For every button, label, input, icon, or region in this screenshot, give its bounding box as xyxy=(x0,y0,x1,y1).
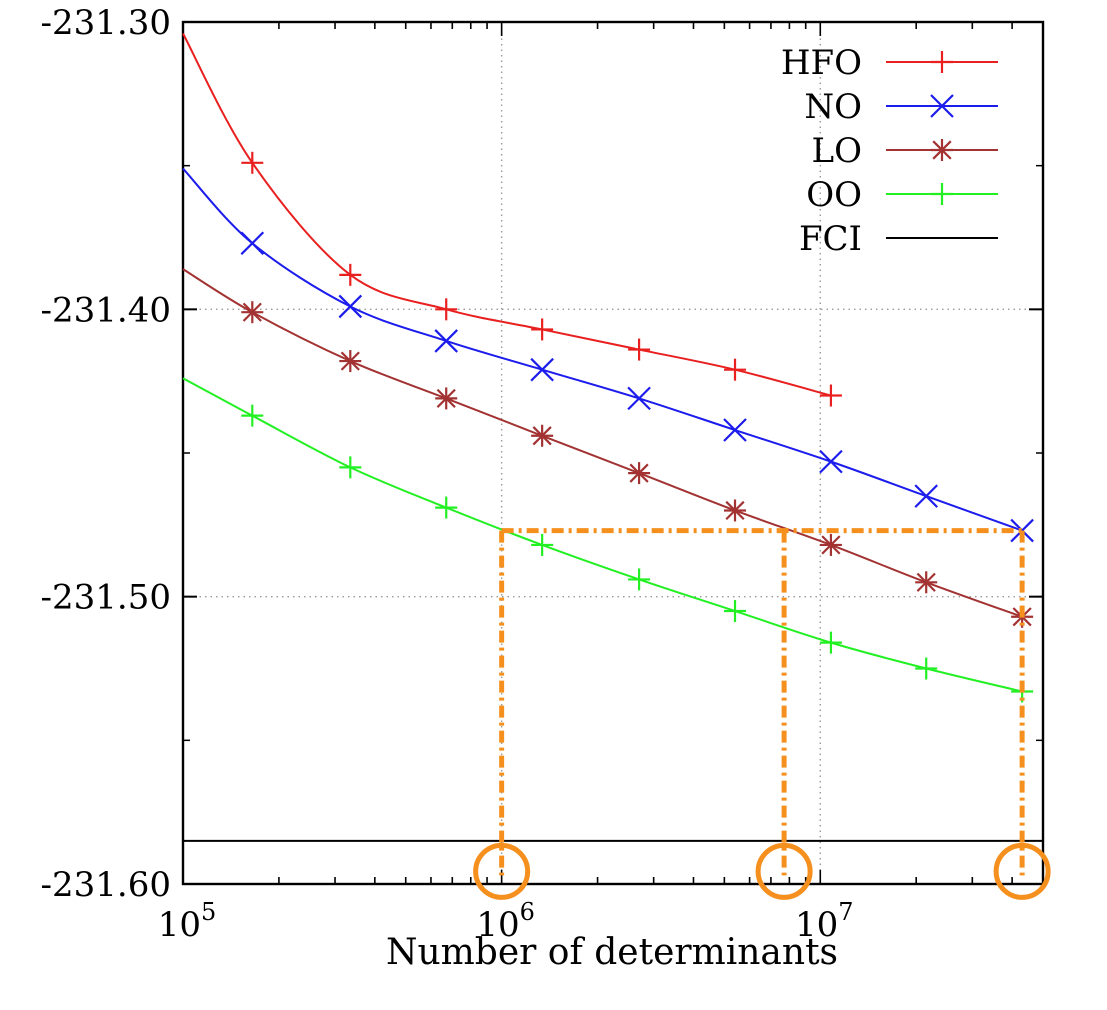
data-point-hfo xyxy=(628,338,651,361)
series-line-no xyxy=(182,167,1023,532)
marker-stroke xyxy=(532,426,552,446)
data-point-oo xyxy=(915,657,938,680)
marker-stroke xyxy=(627,386,651,411)
data-point-oo xyxy=(435,496,458,519)
data-point-lo xyxy=(241,301,264,324)
data-point-oo xyxy=(819,631,842,654)
data-point-lo xyxy=(628,462,651,485)
series-lines xyxy=(182,33,1043,842)
data-point-lo xyxy=(819,533,842,556)
marker-stroke xyxy=(930,94,954,118)
legend-marker-lo xyxy=(931,139,953,161)
data-point-lo xyxy=(339,350,362,373)
legend-label-hfo: HFO xyxy=(781,43,862,83)
annotation-circle xyxy=(993,842,1051,900)
marker-stroke xyxy=(338,294,363,319)
marker-stroke xyxy=(629,463,649,483)
marker-stroke xyxy=(240,231,265,256)
plot-frame xyxy=(181,20,1045,886)
legend-label-lo: LO xyxy=(812,131,862,171)
data-point-oo xyxy=(531,533,554,556)
data-point-hfo xyxy=(531,318,554,341)
marker-stroke xyxy=(821,535,841,555)
y-tick-label: -231.30 xyxy=(41,3,171,43)
marker-stroke xyxy=(916,572,936,592)
data-point-oo xyxy=(339,456,362,479)
data-point-no xyxy=(530,357,554,382)
marker-stroke xyxy=(340,351,360,371)
x-tick-label: 106 xyxy=(476,898,535,945)
annotation-circle xyxy=(473,842,531,900)
legend-marker-hfo xyxy=(931,51,953,73)
data-point-lo xyxy=(915,571,938,594)
data-point-no xyxy=(338,294,363,319)
marker-stroke xyxy=(723,418,747,442)
marker-stroke xyxy=(242,302,262,322)
data-point-oo xyxy=(724,600,747,623)
series-line-hfo xyxy=(182,33,832,397)
marker-stroke xyxy=(932,140,952,160)
data-point-hfo xyxy=(435,298,458,321)
marker-stroke xyxy=(436,388,456,408)
legend-label-fci: FCI xyxy=(799,219,862,259)
legend-label-oo: OO xyxy=(806,175,862,215)
data-point-hfo xyxy=(724,358,747,381)
series-line-oo xyxy=(182,377,1023,693)
annotation-circle xyxy=(755,842,813,900)
x-axis-title: Number of determinants xyxy=(386,932,838,973)
data-point-lo xyxy=(435,387,458,410)
y-tick-label: -231.60 xyxy=(41,865,171,905)
data-point-no xyxy=(434,329,458,353)
x-tick-label: 105 xyxy=(158,898,217,945)
data-point-no xyxy=(723,418,747,442)
x-axis: 105 106 107 xyxy=(158,22,1044,945)
series-line-lo xyxy=(182,268,1023,618)
data-point-no xyxy=(627,386,651,411)
data-point-oo xyxy=(241,404,264,427)
x-tick-label: 107 xyxy=(795,898,854,945)
data-point-oo xyxy=(628,568,651,591)
data-point-no xyxy=(819,449,843,474)
legend-marker-no xyxy=(930,94,954,118)
data-point-lo xyxy=(531,424,554,447)
data-point-no xyxy=(914,484,938,508)
annotation xyxy=(473,528,1051,900)
y-axis: -231.30 -231.40 -231.50 -231.60 xyxy=(41,3,1043,905)
legend-marker-oo xyxy=(931,183,953,205)
marker-stroke xyxy=(914,484,938,508)
data-point-no xyxy=(240,231,265,256)
marker-stroke xyxy=(819,449,843,474)
legend-label-no: NO xyxy=(804,87,862,127)
data-point-hfo xyxy=(339,263,362,286)
marker-stroke xyxy=(530,357,554,382)
marker-stroke xyxy=(434,329,458,353)
data-point-hfo xyxy=(819,384,842,407)
y-tick-label: -231.40 xyxy=(41,290,171,330)
data-point-lo xyxy=(724,499,747,522)
grid xyxy=(183,22,1043,884)
y-tick-label: -231.50 xyxy=(41,578,171,618)
marker-stroke xyxy=(725,500,745,521)
plot-border xyxy=(181,20,1045,886)
data-point-hfo xyxy=(241,151,264,174)
